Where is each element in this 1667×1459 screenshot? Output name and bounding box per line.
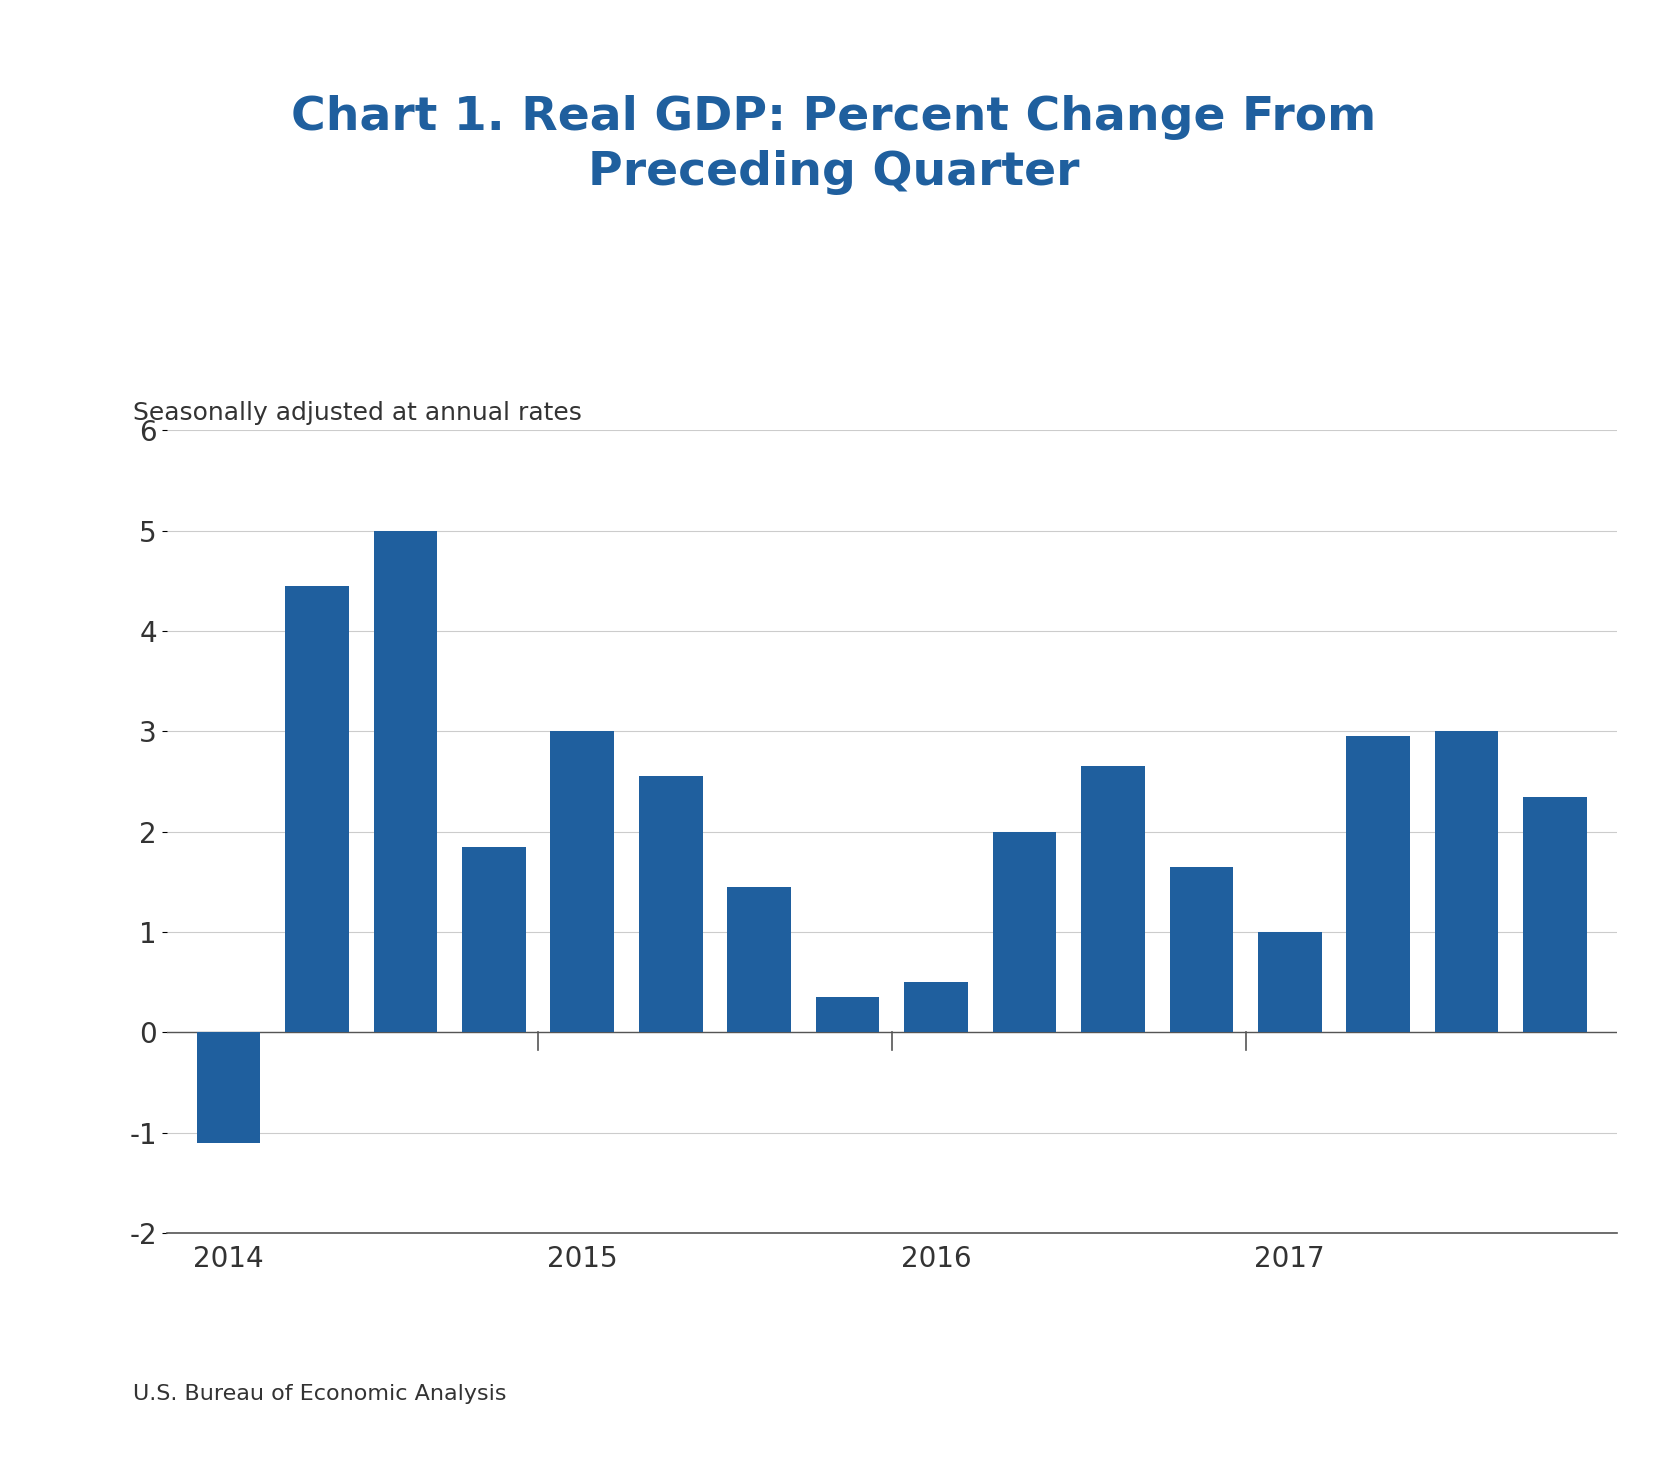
Bar [1347, 737, 1410, 1033]
Bar [1170, 867, 1234, 1033]
Text: 2015: 2015 [547, 1245, 617, 1272]
Bar [904, 982, 969, 1033]
Bar [1524, 797, 1587, 1033]
Bar [992, 832, 1057, 1033]
Bar [1259, 932, 1322, 1033]
Text: Seasonally adjusted at annual rates: Seasonally adjusted at annual rates [133, 401, 582, 425]
Text: Chart 1. Real GDP: Percent Change From
Preceding Quarter: Chart 1. Real GDP: Percent Change From P… [290, 95, 1377, 196]
Bar [1435, 731, 1499, 1033]
Text: 2017: 2017 [1255, 1245, 1325, 1272]
Text: 2016: 2016 [900, 1245, 972, 1272]
Bar [815, 996, 880, 1033]
Bar [373, 531, 437, 1033]
Bar [462, 846, 525, 1033]
Bar [285, 587, 348, 1033]
Bar [550, 731, 613, 1033]
Bar [727, 887, 792, 1033]
Bar [1082, 766, 1145, 1033]
Bar [197, 1033, 260, 1142]
Text: 2014: 2014 [193, 1245, 263, 1272]
Text: U.S. Bureau of Economic Analysis: U.S. Bureau of Economic Analysis [133, 1383, 507, 1404]
Bar [638, 776, 702, 1033]
